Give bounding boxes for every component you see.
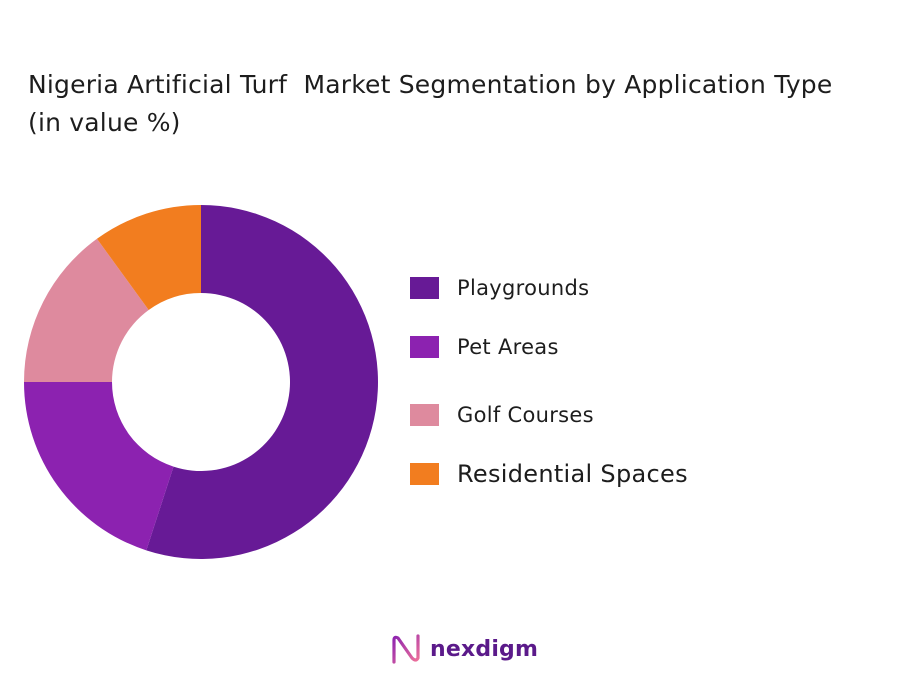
legend-item-golf-courses: Golf Courses	[410, 403, 594, 427]
donut-slice-pet-areas	[24, 382, 174, 551]
legend-label-golf-courses: Golf Courses	[457, 403, 594, 427]
legend-label-pet-areas: Pet Areas	[457, 335, 559, 359]
donut-slice-golf-courses	[24, 238, 149, 382]
legend-item-residential-spaces: Residential Spaces	[410, 460, 688, 488]
logo-text: nexdigm	[430, 636, 539, 662]
legend-swatch-playgrounds	[410, 277, 439, 299]
legend-swatch-pet-areas	[410, 336, 439, 358]
legend-item-playgrounds: Playgrounds	[410, 276, 589, 300]
legend-item-pet-areas: Pet Areas	[410, 335, 559, 359]
donut-slice-playgrounds	[146, 205, 379, 559]
legend-label-playgrounds: Playgrounds	[457, 276, 590, 300]
legend-swatch-residential-spaces	[410, 463, 439, 485]
chart-title: Nigeria Artificial Turf Market Segmentat…	[28, 70, 849, 137]
legend-swatch-golf-courses	[410, 404, 439, 426]
brand-logo: nexdigm	[390, 632, 538, 666]
legend-label-residential-spaces: Residential Spaces	[457, 460, 688, 488]
nexdigm-logo-icon	[392, 634, 420, 664]
donut-slice-residential-spaces	[96, 205, 201, 310]
